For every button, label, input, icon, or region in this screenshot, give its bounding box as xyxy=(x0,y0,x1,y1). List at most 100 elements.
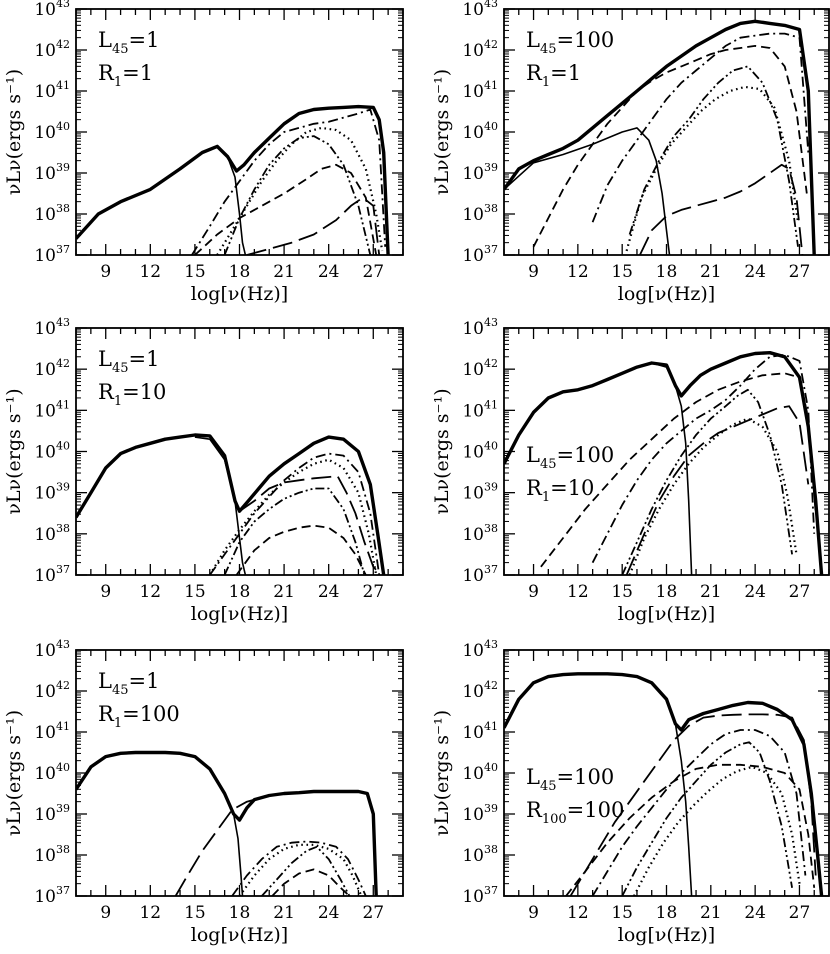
y-tick-exponent: 39 xyxy=(56,481,70,494)
series-short-dash xyxy=(194,163,378,255)
y-tick-exponent: 39 xyxy=(484,161,498,174)
series-long-dash xyxy=(246,196,381,255)
y-tick-exponent: 42 xyxy=(56,679,70,692)
y-tick-label: 1041 xyxy=(462,398,498,421)
y-tick-exponent: 43 xyxy=(56,316,70,329)
y-tick-exponent: 37 xyxy=(484,884,498,897)
x-tick-label: 27 xyxy=(789,903,811,923)
y-tick-label: 1043 xyxy=(462,0,498,20)
y-tick-base: 10 xyxy=(462,164,484,184)
param-subscript: 45 xyxy=(540,457,557,472)
series-long-dash xyxy=(625,405,810,575)
y-tick-exponent: 38 xyxy=(56,843,70,856)
y-axis-title: νLν(ergs s⁻¹) xyxy=(431,388,453,514)
x-axis-title: log[ν(Hz)] xyxy=(191,283,288,305)
y-tick-base: 10 xyxy=(34,360,56,380)
param-value: =10 xyxy=(122,380,166,404)
series-total xyxy=(76,433,386,575)
x-axis-title: log[ν(Hz)] xyxy=(618,603,715,625)
param-symbol: L xyxy=(526,443,540,467)
y-tick-label: 1043 xyxy=(34,316,70,339)
y-tick-base: 10 xyxy=(34,764,56,784)
x-tick-label: 15 xyxy=(184,582,206,602)
series-dash-dot-dot xyxy=(621,388,793,575)
param-value: =100 xyxy=(557,28,615,52)
y-tick-exponent: 41 xyxy=(484,79,498,92)
y-tick-label: 1038 xyxy=(462,843,498,866)
y-tick-base: 10 xyxy=(462,525,484,545)
y-tick-exponent: 40 xyxy=(484,440,498,453)
y-tick-exponent: 38 xyxy=(484,843,498,856)
y-tick-base: 10 xyxy=(462,360,484,380)
y-tick-label: 1041 xyxy=(462,720,498,743)
y-tick-base: 10 xyxy=(462,846,484,866)
y-tick-label: 1043 xyxy=(462,638,498,661)
y-axis-title: νLν(ergs s⁻¹) xyxy=(431,710,453,836)
y-tick-label: 1041 xyxy=(462,79,498,102)
y-tick-exponent: 43 xyxy=(484,316,498,329)
series-group xyxy=(76,750,378,896)
param-subscript: 1 xyxy=(114,394,122,409)
y-tick-exponent: 39 xyxy=(56,802,70,815)
y-tick-base: 10 xyxy=(462,0,484,20)
y-tick-exponent: 41 xyxy=(56,720,70,733)
series-total xyxy=(504,351,824,575)
x-axis-title: log[ν(Hz)] xyxy=(191,924,288,946)
y-tick-label: 1039 xyxy=(34,481,70,504)
y-tick-label: 1043 xyxy=(34,0,70,20)
series-dotted xyxy=(208,458,378,575)
y-tick-base: 10 xyxy=(34,401,56,421)
y-tick-exponent: 38 xyxy=(484,522,498,535)
y-tick-label: 1040 xyxy=(34,761,70,784)
param-subscript: 100 xyxy=(542,812,567,827)
y-tick-label: 1039 xyxy=(462,481,498,504)
y-tick-base: 10 xyxy=(462,319,484,339)
y-tick-label: 1037 xyxy=(462,243,498,266)
panel-middle-left: 9 12 15 18 21 24 27103710381039104010411042104… xyxy=(3,316,404,625)
param-value: =100 xyxy=(567,798,625,822)
series-dash-dot xyxy=(591,32,810,223)
series-group xyxy=(76,104,390,255)
y-tick-label: 1041 xyxy=(34,398,70,421)
x-tick-label: 18 xyxy=(229,262,251,282)
param-subscript: 1 xyxy=(542,490,550,505)
y-tick-base: 10 xyxy=(34,246,56,266)
series-total xyxy=(76,104,390,255)
y-tick-label: 1037 xyxy=(462,563,498,586)
y-tick-base: 10 xyxy=(462,566,484,586)
param-subscript: 45 xyxy=(112,42,129,57)
y-axis-title: νLν(ergs s⁻¹) xyxy=(3,710,25,836)
y-tick-label: 1042 xyxy=(462,679,498,702)
y-axis-title: νLν(ergs s⁻¹) xyxy=(3,388,25,514)
y-tick-base: 10 xyxy=(462,887,484,907)
series-group xyxy=(504,351,824,575)
y-tick-base: 10 xyxy=(462,205,484,225)
series-group xyxy=(504,672,824,896)
y-tick-base: 10 xyxy=(462,123,484,143)
y-tick-label: 1038 xyxy=(34,202,70,225)
x-tick-label: 27 xyxy=(362,903,384,923)
series-long-dash xyxy=(639,163,804,255)
series-group xyxy=(504,19,816,255)
x-tick-label: 27 xyxy=(362,582,384,602)
y-tick-base: 10 xyxy=(462,682,484,702)
series-short-dash xyxy=(540,372,817,568)
param-value: =1 xyxy=(122,61,153,85)
x-tick-label: 9 xyxy=(100,582,111,602)
y-tick-label: 1042 xyxy=(462,38,498,61)
y-tick-label: 1042 xyxy=(34,679,70,702)
y-tick-base: 10 xyxy=(34,723,56,743)
series-dotted xyxy=(216,126,384,255)
y-tick-exponent: 38 xyxy=(56,202,70,215)
panel-bottom-left: 9 12 15 18 21 24 27103710381039104010411042104… xyxy=(3,638,404,946)
x-tick-label: 18 xyxy=(229,903,251,923)
y-tick-exponent: 39 xyxy=(484,481,498,494)
y-tick-base: 10 xyxy=(462,764,484,784)
y-tick-label: 1042 xyxy=(462,357,498,380)
y-tick-base: 10 xyxy=(34,41,56,61)
y-tick-exponent: 37 xyxy=(56,243,70,256)
y-tick-base: 10 xyxy=(34,805,56,825)
panel-top-left: 9 12 15 18 21 24 27103710381039104010411042104… xyxy=(3,0,404,305)
y-tick-label: 1042 xyxy=(34,38,70,61)
